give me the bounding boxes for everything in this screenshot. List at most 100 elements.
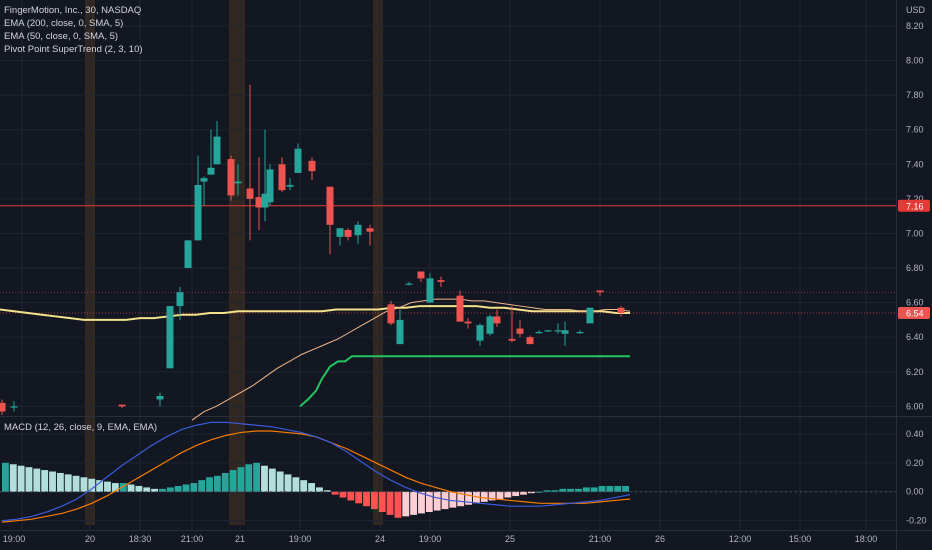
price-tick-label: 7.20 <box>906 194 924 204</box>
candle-body <box>213 136 221 165</box>
symbol-title[interactable]: FingerMotion, Inc., 30, NASDAQ <box>4 5 142 16</box>
candle-body <box>586 307 594 324</box>
macd-histogram-bar <box>206 477 213 492</box>
macd-histogram-bar <box>221 472 229 492</box>
candle-body <box>387 304 395 324</box>
macd-histogram-bar <box>253 462 261 492</box>
candle-body <box>118 404 126 407</box>
candle-body <box>535 332 543 334</box>
macd-histogram-bar <box>347 491 355 501</box>
candle-body <box>166 306 174 369</box>
macd-histogram-bar <box>64 474 72 492</box>
macd-histogram-bar <box>394 491 402 518</box>
ema50-legend[interactable]: EMA (50, close, 0, SMA, 5) <box>4 31 119 42</box>
macd-histogram-bar <box>386 491 394 515</box>
candle-body <box>493 316 501 324</box>
candle-body <box>261 193 269 208</box>
candle-body <box>308 160 316 172</box>
macd-histogram-bar <box>72 475 80 492</box>
macd-histogram-bar <box>590 487 598 492</box>
macd-histogram-bar <box>543 490 551 492</box>
time-tick-label: 18:00 <box>855 534 878 544</box>
candle-body <box>336 228 344 237</box>
time-tick-label: 15:00 <box>789 534 812 544</box>
macd-histogram-bar <box>331 491 339 495</box>
macd-histogram-bar <box>606 485 614 492</box>
price-tick-label: 6.60 <box>906 298 924 308</box>
candle-body <box>456 295 464 322</box>
macd-histogram-bar <box>355 491 363 504</box>
macd-histogram-bar <box>567 488 575 492</box>
candle-body <box>561 330 569 334</box>
macd-histogram-bar <box>575 488 582 492</box>
candle-body <box>617 307 625 313</box>
macd-tick-label: 0.20 <box>906 458 924 468</box>
supertrend-legend[interactable]: Pivot Point SuperTrend (2, 3, 10) <box>4 44 143 55</box>
session-band <box>229 0 245 525</box>
macd-histogram-bar <box>25 467 33 492</box>
macd-histogram-bar <box>520 491 527 495</box>
candle-body <box>486 316 494 334</box>
macd-histogram-bar <box>441 491 449 510</box>
candle-body <box>426 278 434 303</box>
macd-histogram-bar <box>527 491 535 494</box>
macd-histogram-bar <box>49 471 56 492</box>
candle-body <box>10 406 18 408</box>
macd-histogram-bar <box>213 475 221 492</box>
macd-histogram-bar <box>151 488 158 492</box>
macd-histogram-bar <box>410 491 418 515</box>
price-tick-label: 6.40 <box>906 332 924 342</box>
macd-histogram-bar <box>363 491 370 507</box>
macd-histogram-bar <box>96 480 104 492</box>
macd-line <box>1 421 631 522</box>
macd-histogram-bar <box>488 491 496 501</box>
macd-histogram-bar <box>457 491 465 507</box>
time-tick-label: 12:00 <box>729 534 752 544</box>
time-tick-label: 21 <box>235 534 245 544</box>
price-tick-label: 7.80 <box>906 90 924 100</box>
macd-histogram-bar <box>465 491 472 505</box>
price-tick-label: 7.00 <box>906 228 924 238</box>
macd-histogram-bar <box>316 487 323 492</box>
macd-histogram-bar <box>512 491 520 497</box>
time-tick-label: 24 <box>375 534 385 544</box>
line-price-tag <box>898 199 930 212</box>
macd-histogram-bar <box>559 488 567 492</box>
macd-histogram-bar <box>504 491 512 498</box>
macd-histogram-bar <box>190 483 198 492</box>
last-price-tag-text: 6.54 <box>906 308 924 318</box>
candle-body <box>176 292 184 307</box>
macd-histogram-bar <box>308 483 315 492</box>
supertrend-line <box>299 355 630 408</box>
candle-body <box>596 290 604 293</box>
macd-histogram-bar <box>339 491 347 498</box>
time-tick-label: 21:00 <box>181 534 204 544</box>
macd-histogram-bar <box>268 468 276 492</box>
candle-body <box>286 185 294 187</box>
macd-histogram-bar <box>56 472 64 492</box>
macd-histogram-bar <box>33 468 41 492</box>
time-tick-label: 19:00 <box>289 534 312 544</box>
time-tick-label: 21:00 <box>589 534 612 544</box>
candle-body <box>544 330 552 332</box>
macd-histogram-bar <box>551 490 559 492</box>
ema200-legend[interactable]: EMA (200, close, 0, SMA, 5) <box>4 18 124 29</box>
macd-histogram-bar <box>119 483 127 492</box>
macd-histogram-bar <box>425 491 433 512</box>
candle-body <box>554 330 562 332</box>
candle-body <box>266 169 274 203</box>
candle-body <box>0 402 6 412</box>
candle-body <box>516 328 524 334</box>
price-tick-label: 8.20 <box>906 21 924 31</box>
macd-histogram-bar <box>433 491 441 511</box>
macd-histogram-bar <box>323 490 331 492</box>
ema200-line <box>0 305 630 321</box>
macd-histogram-bar <box>135 485 143 492</box>
time-tick-label: 26 <box>655 534 665 544</box>
ema-layer <box>0 298 631 421</box>
macd-legend[interactable]: MACD (12, 26, close, 9, EMA, EMA) <box>4 422 158 433</box>
macd-histogram-bar <box>418 491 425 514</box>
macd-histogram-bar <box>535 491 543 493</box>
